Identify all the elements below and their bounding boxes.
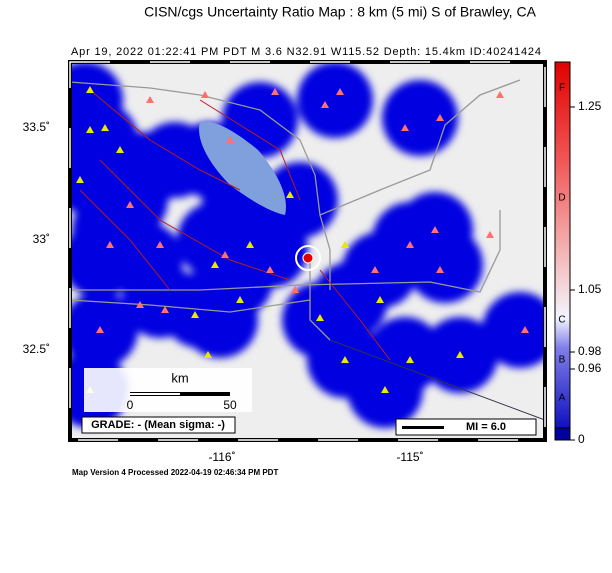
station bbox=[76, 176, 84, 183]
station bbox=[116, 146, 124, 153]
grade-box bbox=[81, 416, 236, 434]
station bbox=[161, 306, 169, 313]
station bbox=[126, 201, 134, 208]
coverage-blob bbox=[70, 222, 138, 298]
station bbox=[211, 261, 219, 268]
coverage-blob bbox=[367, 317, 443, 393]
station bbox=[191, 311, 199, 318]
station bbox=[381, 386, 389, 393]
lon-label: -116˚ bbox=[208, 450, 235, 464]
lat-label: 32.5˚ bbox=[23, 342, 50, 356]
map-frame-ticks bbox=[69, 61, 546, 441]
grade-letter: F bbox=[559, 83, 565, 94]
station bbox=[221, 251, 229, 258]
colorbar-value: 1.25 bbox=[578, 99, 602, 113]
station bbox=[436, 266, 444, 273]
station bbox=[336, 88, 344, 95]
station bbox=[86, 126, 94, 133]
grade: GRADE: - (Mean sigma: -) bbox=[91, 419, 225, 431]
salton-sea bbox=[199, 121, 286, 215]
grade-letter: D bbox=[558, 193, 565, 204]
coverage-blob bbox=[482, 292, 545, 368]
station bbox=[341, 356, 349, 363]
station bbox=[496, 91, 504, 98]
scale-start: 0 bbox=[127, 398, 134, 412]
roads bbox=[70, 79, 521, 341]
mi-line bbox=[402, 426, 444, 429]
coverage-blob bbox=[382, 80, 458, 156]
station bbox=[436, 114, 444, 121]
coverage-blob bbox=[312, 262, 388, 338]
station bbox=[406, 241, 414, 248]
grade-letter: B bbox=[559, 355, 566, 366]
station bbox=[321, 101, 329, 108]
station bbox=[486, 231, 494, 238]
station bbox=[96, 326, 104, 333]
colorbar-value: 0.96 bbox=[578, 361, 602, 375]
mi-legend: MI = 6.0 bbox=[466, 421, 506, 433]
scale-bar-box bbox=[84, 368, 252, 412]
station bbox=[371, 266, 379, 273]
station bbox=[226, 136, 234, 143]
station bbox=[286, 191, 294, 198]
scale-bar: km 0 50 bbox=[84, 368, 252, 412]
lat-label: 33.5˚ bbox=[23, 120, 50, 134]
subtitle: Apr 19, 2022 01:22:41 PM PDT M 3.6 N32.9… bbox=[71, 46, 541, 58]
station bbox=[341, 241, 349, 248]
station bbox=[376, 296, 384, 303]
station bbox=[406, 356, 414, 363]
station bbox=[201, 91, 209, 98]
station bbox=[246, 241, 254, 248]
coverage bbox=[70, 62, 545, 428]
map bbox=[70, 62, 545, 440]
mi-box bbox=[395, 418, 537, 436]
grade-letter: C bbox=[558, 315, 565, 326]
station bbox=[106, 241, 114, 248]
colorbar bbox=[554, 61, 571, 429]
station bbox=[521, 326, 529, 333]
lon-label: -115˚ bbox=[396, 450, 423, 464]
station bbox=[401, 124, 409, 131]
stations bbox=[76, 86, 529, 393]
station bbox=[456, 351, 464, 358]
station bbox=[271, 88, 279, 95]
station bbox=[266, 266, 274, 273]
station bbox=[316, 314, 324, 321]
colorbar-base bbox=[554, 427, 571, 441]
station bbox=[431, 226, 439, 233]
scale-unit: km bbox=[171, 370, 188, 385]
station bbox=[156, 241, 164, 248]
station bbox=[146, 96, 154, 103]
station bbox=[101, 124, 109, 131]
faults bbox=[79, 89, 391, 361]
scale-segment bbox=[130, 393, 180, 395]
station bbox=[86, 86, 94, 93]
grade-letter: A bbox=[559, 393, 566, 404]
colorbar-labels: F D C B A 1.25 1.05 0.98 0.96 0 bbox=[558, 83, 601, 447]
station bbox=[291, 286, 299, 293]
coverage-blob bbox=[92, 162, 168, 238]
border bbox=[329, 339, 545, 421]
epicenter-ring bbox=[295, 245, 321, 271]
scale-end: 50 bbox=[223, 398, 237, 412]
coverage-blob bbox=[70, 292, 138, 368]
colorbar-value: 0.98 bbox=[578, 344, 602, 358]
coverage-blob bbox=[297, 62, 373, 138]
epicenter bbox=[302, 252, 314, 264]
colorbar-value: 1.05 bbox=[578, 282, 602, 296]
colorbar-value: 0 bbox=[578, 432, 585, 446]
station bbox=[236, 296, 244, 303]
station bbox=[204, 351, 212, 358]
station bbox=[136, 301, 144, 308]
title: CISN/cgs Uncertainty Ratio Map : 8 km (5… bbox=[144, 4, 537, 20]
lat-label: 33˚ bbox=[33, 232, 50, 246]
footer: Map Version 4 Processed 2022-04-19 02:46… bbox=[72, 468, 278, 477]
coverage-blob bbox=[182, 282, 258, 358]
